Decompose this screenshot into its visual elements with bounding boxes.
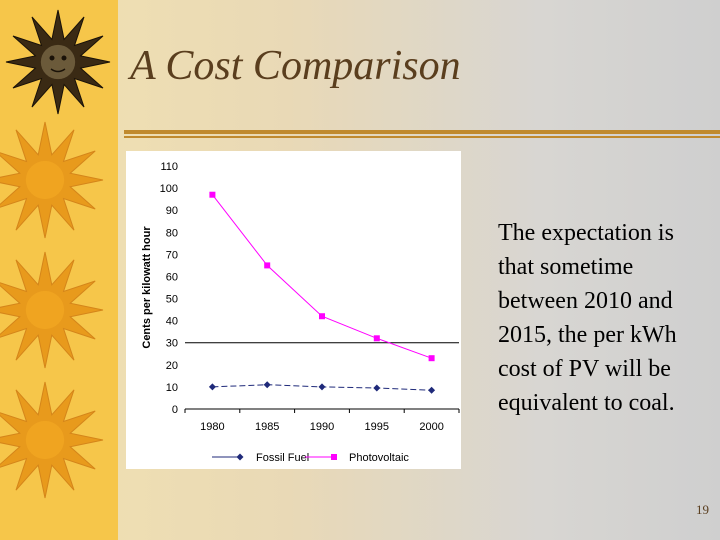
legend-label: Photovoltaic: [349, 452, 409, 464]
data-point-fossil-fuel: [208, 383, 216, 391]
y-tick-label: 0: [172, 404, 178, 416]
sun-icon: [0, 251, 104, 369]
y-tick-label: 90: [166, 205, 178, 217]
y-tick-label: 40: [166, 316, 178, 328]
data-point-photovoltaic: [319, 313, 325, 320]
page-number: 19: [696, 502, 709, 517]
data-point-fossil-fuel: [373, 384, 381, 392]
slide-title: A Cost Comparison: [130, 43, 461, 89]
x-tick-label: 2000: [419, 421, 443, 433]
series-line-photovoltaic: [212, 194, 432, 359]
slide-body-text: The expectation is that sometime between…: [498, 220, 677, 416]
y-tick-label: 70: [166, 249, 178, 261]
y-tick-label: 60: [166, 271, 178, 283]
data-point-photovoltaic: [264, 262, 271, 269]
legend-marker: [236, 453, 244, 461]
y-tick-label: 30: [166, 338, 178, 350]
y-tick-label: 80: [166, 227, 178, 239]
x-tick-label: 1985: [255, 421, 279, 433]
data-point-fossil-fuel: [263, 381, 271, 389]
x-tick-label: 1990: [310, 421, 334, 433]
y-tick-label: 110: [160, 161, 178, 173]
data-point-photovoltaic: [209, 191, 216, 198]
data-point-fossil-fuel: [428, 386, 436, 394]
sun-icon: [0, 121, 104, 239]
data-point-photovoltaic: [428, 355, 435, 362]
y-tick-label: 10: [166, 382, 178, 394]
sun-decoration-strip: [0, 0, 118, 540]
y-tick-label: 100: [160, 183, 178, 195]
chart-canvas: 0 10 20 30 40 50 60 70 80 90 100 110 Cents per kilow…: [141, 161, 460, 464]
legend-label: Fossil Fuel: [256, 452, 309, 464]
legend-marker: [331, 454, 337, 460]
sun-icon: [0, 381, 104, 499]
chart-legend: Fossil Fuel Photovoltaic: [212, 452, 409, 464]
x-tick-label: 1995: [365, 421, 389, 433]
sun-icon: [5, 9, 111, 115]
y-axis-label: Cents per kilowatt hour: [141, 226, 153, 349]
y-tick-label: 50: [166, 294, 178, 306]
y-tick-label: 20: [166, 360, 178, 372]
data-point-photovoltaic: [373, 335, 380, 342]
x-tick-label: 1980: [200, 421, 224, 433]
sun-icon: [0, 9, 111, 499]
title-divider: [124, 130, 720, 140]
cost-chart: 0 10 20 30 40 50 60 70 80 90 100 110 Cents per kilow…: [126, 151, 461, 469]
data-point-fossil-fuel: [318, 383, 326, 391]
